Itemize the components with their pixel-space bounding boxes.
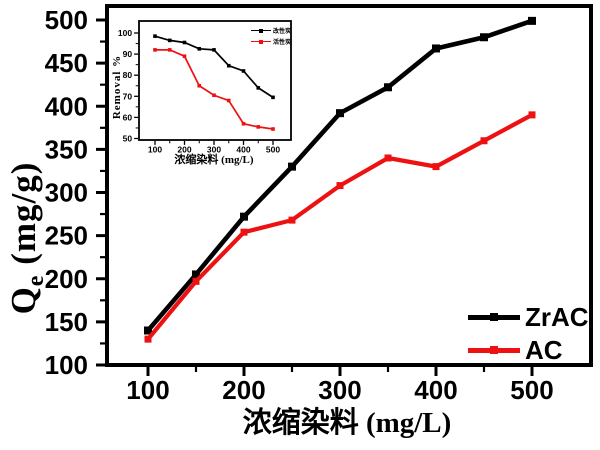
main-legend-entry-zrac: ZrAC	[468, 301, 589, 334]
main-legend-label-ac: AC	[525, 335, 563, 365]
main-data-point-marker	[432, 163, 440, 171]
main-legend: ZrAC AC	[468, 301, 589, 367]
inset-x-tick-label: 400	[236, 144, 250, 154]
main-x-tick-label: 100	[126, 375, 169, 405]
main-y-tick-label: 350	[45, 134, 88, 164]
main-data-point-marker	[528, 16, 536, 25]
inset-legend-entry-1: 改性炭	[251, 25, 291, 36]
inset-y-tick-label: 100	[118, 28, 132, 38]
inset-data-point-marker	[182, 40, 187, 45]
inset-data-point-marker	[153, 34, 157, 38]
inset-data-point-marker	[226, 63, 231, 68]
inset-data-point-marker	[256, 125, 261, 129]
inset-data-point-marker	[256, 86, 261, 90]
inset-y-axis-title: Removal %	[111, 54, 123, 120]
main-data-point-marker	[192, 270, 200, 279]
inset-data-point-marker	[271, 95, 275, 100]
main-y-tick-label: 100	[45, 350, 88, 380]
main-data-point-marker	[240, 212, 248, 221]
inset-x-tick-label: 500	[266, 144, 280, 154]
inset-y-tick-label: 80	[123, 70, 133, 80]
main-y-tick-label: 500	[45, 5, 88, 35]
inset-data-point-marker	[167, 48, 172, 52]
main-data-point-marker	[288, 162, 296, 171]
main-data-point-marker	[384, 154, 392, 162]
zrac-line-sample-icon	[468, 313, 520, 322]
inset-legend: 改性炭 活性炭	[251, 25, 291, 47]
inset-black-line-sample-icon	[251, 28, 271, 33]
inset-data-point-marker	[182, 54, 187, 59]
inset-data-point-marker	[241, 121, 246, 126]
inset-legend-label-1: 改性炭	[273, 29, 292, 35]
inset-axis-box	[138, 20, 292, 141]
main-x-tick-label: 500	[510, 375, 553, 405]
inset-x-tick-label: 100	[148, 144, 162, 154]
main-data-point-marker	[240, 228, 248, 236]
main-y-tick-label: 250	[45, 221, 88, 251]
main-data-point-marker	[480, 33, 488, 42]
main-y-tick-label: 300	[45, 178, 88, 208]
inset-data-point-marker	[153, 48, 157, 52]
inset-red-line-sample-icon	[251, 39, 271, 44]
inset-y-tick-label: 70	[123, 91, 133, 101]
main-data-point-marker	[192, 277, 200, 285]
inset-data-point-marker	[212, 48, 216, 52]
inset-data-point-marker	[167, 38, 172, 43]
main-x-tick-label: 300	[318, 375, 361, 405]
main-data-point-marker	[336, 109, 344, 118]
main-y-tick-label: 400	[45, 91, 88, 121]
main-y-axis-title: Qe (mg/g)	[4, 162, 50, 315]
inset-legend-entry-2: 活性炭	[251, 36, 291, 47]
main-data-point-marker	[144, 326, 152, 335]
ac-line-sample-icon	[468, 346, 520, 355]
inset-y-tick-label: 90	[123, 49, 133, 59]
inset-x-axis-title: 浓缩染料 (mg/L)	[174, 154, 254, 166]
inset-data-point-marker	[197, 47, 202, 51]
main-y-tick-label: 200	[45, 264, 88, 294]
main-legend-label-zrac: ZrAC	[525, 302, 589, 332]
main-x-axis-title: 浓缩染料 (mg/L)	[242, 407, 452, 439]
main-y-tick-label: 450	[45, 48, 88, 78]
main-x-tick-label: 400	[414, 375, 457, 405]
main-legend-entry-ac: AC	[468, 334, 589, 367]
main-data-point-marker	[144, 335, 152, 343]
inset-x-tick-label: 300	[207, 144, 221, 154]
inset-y-tick-label: 60	[123, 112, 133, 122]
main-data-point-marker	[336, 182, 344, 190]
inset-data-point-marker	[212, 93, 216, 98]
inset-data-point-marker	[241, 69, 246, 73]
inset-data-point-marker	[271, 127, 275, 131]
main-data-point-marker	[384, 83, 392, 92]
inset-x-tick-label: 200	[177, 144, 191, 154]
inset-y-tick-label: 50	[123, 134, 133, 144]
y-title-symbol: Q	[4, 286, 43, 315]
inset-data-point-marker	[197, 83, 202, 88]
main-data-point-marker	[432, 44, 440, 53]
main-x-tick-label: 200	[222, 375, 265, 405]
main-data-point-marker	[288, 216, 296, 224]
inset-legend-label-2: 活性炭	[273, 40, 292, 46]
main-data-point-marker	[480, 137, 488, 145]
y-title-subscript: e	[23, 274, 49, 287]
main-data-point-marker	[528, 111, 536, 119]
main-axis-box	[105, 4, 593, 367]
y-title-units: (mg/g)	[4, 161, 43, 275]
inset-data-point-marker	[226, 98, 231, 103]
main-y-tick-label: 150	[45, 307, 88, 337]
